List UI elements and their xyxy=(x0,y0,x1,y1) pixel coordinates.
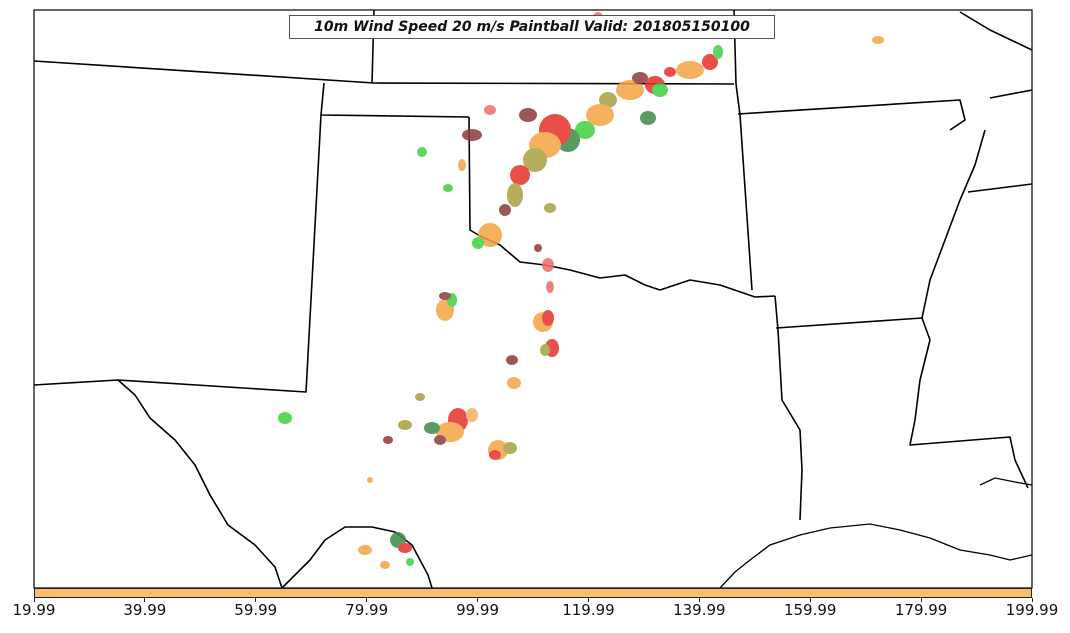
wind-blob xyxy=(466,408,478,422)
wind-blob xyxy=(544,203,556,213)
wind-blob xyxy=(424,422,440,434)
wind-blob xyxy=(462,129,482,141)
wind-blob xyxy=(434,435,446,445)
wind-blob xyxy=(458,159,466,171)
coast-ms xyxy=(979,477,1032,486)
wind-blob xyxy=(586,104,614,126)
coastline xyxy=(719,477,1032,588)
wind-blob xyxy=(616,80,644,100)
wind-blob xyxy=(506,355,518,365)
wind-blob xyxy=(358,545,372,555)
gulf-coast xyxy=(719,523,1032,588)
colorbar-tick-label: 199.99 xyxy=(1005,601,1059,619)
wind-blob xyxy=(542,258,554,272)
colorbar-tick-label: 79.99 xyxy=(345,601,389,619)
wind-blob xyxy=(652,83,668,97)
border-ok-ar xyxy=(735,83,753,291)
wind-blob xyxy=(398,420,412,430)
wind-blob xyxy=(507,377,521,389)
colorbar-tick-mark xyxy=(809,598,811,602)
wind-blob xyxy=(546,281,554,293)
map-frame xyxy=(34,10,1032,588)
colorbar-tick-mark xyxy=(920,598,922,602)
colorbar-tick-label: 99.99 xyxy=(456,601,500,619)
wind-blob xyxy=(540,344,550,356)
wind-blob xyxy=(519,108,537,122)
border-ar-la-ms xyxy=(775,317,1029,489)
wind-blob xyxy=(575,121,595,139)
colorbar-tick-mark xyxy=(477,598,479,602)
map-title: 10m Wind Speed 20 m/s Paintball Valid: 2… xyxy=(289,15,775,39)
wind-blob xyxy=(484,105,496,115)
colorbar-tick-mark xyxy=(698,598,700,602)
wind-blob xyxy=(534,244,542,252)
wind-blob xyxy=(380,561,390,569)
wind-blob xyxy=(472,237,484,249)
colorbar-tick-label: 119.99 xyxy=(562,601,615,619)
colorbar-tick-label: 139.99 xyxy=(673,601,726,619)
colorbar-tick-label: 179.99 xyxy=(894,601,948,619)
paintball-ensemble xyxy=(278,12,884,569)
wind-blob xyxy=(398,543,412,553)
colorbar-tick-label: 39.99 xyxy=(123,601,167,619)
wind-blob xyxy=(713,45,723,59)
colorbar-tick-mark xyxy=(144,598,146,602)
wind-blob xyxy=(499,204,511,216)
wind-blob xyxy=(507,183,523,207)
wind-blob xyxy=(503,442,517,454)
wind-blob xyxy=(383,436,393,444)
wind-blob xyxy=(632,72,648,84)
state-boundaries xyxy=(34,10,1032,588)
border-rio-grande-south xyxy=(281,526,433,588)
wind-blob xyxy=(599,92,617,108)
border-tx-la xyxy=(774,295,803,521)
colorbar-tick-mark xyxy=(366,598,368,602)
border-east xyxy=(959,11,1032,193)
wind-blob xyxy=(367,477,373,483)
wind-blob xyxy=(523,148,547,172)
colorbar-tick-label: 159.99 xyxy=(783,601,837,619)
wind-blob xyxy=(664,67,676,77)
wind-blob xyxy=(443,184,453,192)
wind-blob xyxy=(278,412,292,424)
colorbar-tick-mark xyxy=(255,598,257,602)
colorbar-tick-mark xyxy=(33,598,35,602)
colorbar-tick-label: 59.99 xyxy=(234,601,278,619)
border-ks-ok-north xyxy=(34,60,735,85)
border-nm-tx xyxy=(34,114,322,393)
wind-blob xyxy=(415,393,425,401)
wind-blob xyxy=(872,36,884,44)
wind-blob xyxy=(510,165,530,185)
wind-blob xyxy=(676,61,704,79)
wind-blob xyxy=(702,54,718,70)
wind-blob xyxy=(439,292,451,300)
colorbar-tick-mark xyxy=(587,598,589,602)
mississippi-river xyxy=(921,129,986,319)
wind-blob xyxy=(406,558,414,566)
colorbar xyxy=(34,588,1032,598)
wind-blob xyxy=(478,223,502,247)
border-mo-ar xyxy=(737,99,966,131)
wind-blob xyxy=(489,450,501,460)
wind-blob xyxy=(542,310,554,326)
colorbar-tick-mark xyxy=(1031,598,1033,602)
border-rio-grande-west xyxy=(117,379,283,588)
colorbar-tick-label: 19.99 xyxy=(12,601,56,619)
wind-blob xyxy=(640,111,656,125)
wind-blob xyxy=(417,147,427,157)
